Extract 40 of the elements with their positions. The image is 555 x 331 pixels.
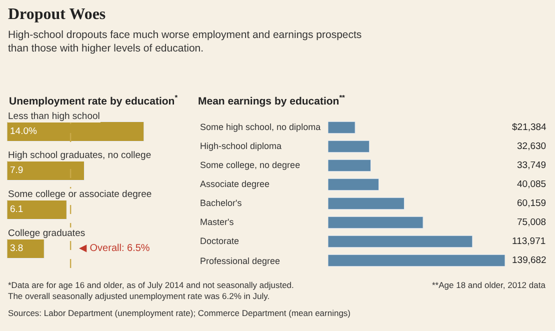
data-label: 32,630 (517, 141, 546, 152)
y-tick-label: Some college or associate degree (8, 189, 152, 200)
bar (328, 121, 356, 134)
source-note: Sources: Labor Department (unemployment rate); Commerce Department (mean earnings) (8, 308, 351, 318)
y-tick-label: High school graduates, no college (8, 150, 152, 161)
y-tick-label: College graduates (8, 228, 86, 239)
text: Dropout Woes (8, 6, 106, 23)
ref-line-label: ◀ Overall: 6.5% (79, 243, 150, 254)
text: **Age 18 and older, 2012 data (432, 280, 546, 290)
y-tick-label: Less than high school (8, 111, 100, 122)
text: High-school dropouts face much worse employment and earnings prospects than those with higher levels of education. (8, 29, 362, 55)
bar (328, 216, 424, 229)
y-tick-label: Professional degree (200, 256, 280, 266)
y-tick-label: Bachelor's (200, 198, 242, 208)
text: *Data are for age 16 and older, as of July 2014 and not seasonally adjusted. The overall seasonally adjusted unemployment rate was 6.2% in July. (8, 280, 294, 302)
bar (328, 159, 372, 172)
data-label: 14.0% (10, 126, 38, 137)
data-label: $21,384 (512, 122, 546, 133)
bar (328, 140, 370, 153)
y-tick-label: Some high school, no diploma (200, 122, 321, 132)
data-label: 75,008 (517, 217, 546, 228)
chart-title: Mean earnings by education$^{**}$ (198, 93, 346, 108)
y-tick-label: Some college, no degree (200, 160, 300, 170)
data-label: 6.1 (10, 204, 24, 215)
bar (328, 178, 380, 191)
chart-title: Unemployment rate by education$^{*}$ (9, 93, 178, 108)
bar (328, 235, 473, 248)
data-label: 7.9 (10, 165, 24, 176)
y-tick-label: Doctorate (200, 236, 240, 246)
data-label: 60,159 (517, 198, 546, 209)
data-label: 33,749 (517, 160, 546, 171)
y-tick-label: High-school diploma (200, 141, 282, 151)
data-label: 113,971 (512, 236, 546, 247)
data-label: 40,085 (517, 179, 546, 190)
y-tick-label: Master's (200, 217, 234, 227)
data-label: 3.8 (10, 243, 24, 254)
bar (328, 254, 505, 267)
bar (328, 197, 404, 210)
y-tick-label: Associate degree (200, 179, 270, 189)
data-label: 139,682 (512, 255, 546, 266)
